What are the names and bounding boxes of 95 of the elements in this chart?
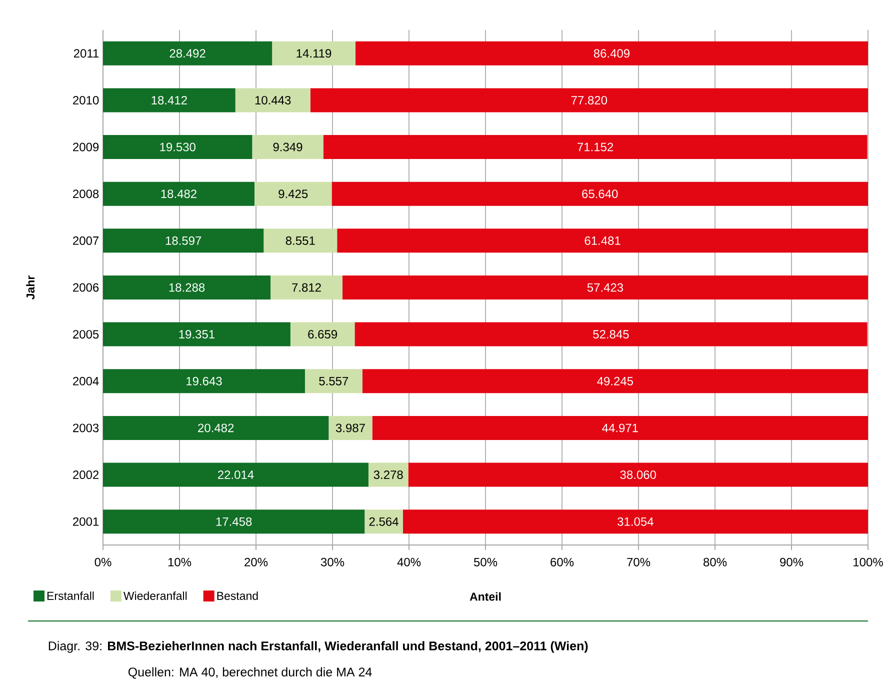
bar [252, 135, 324, 160]
bar [337, 228, 868, 253]
annotation: 18.597 [166, 236, 202, 245]
x-tick-label: 40% [397, 558, 421, 566]
annotation: 5.557 [319, 376, 348, 386]
y-tick-label: 2001 [73, 517, 99, 526]
bar [362, 369, 868, 394]
source-note: Quellen: MA 40, berechnet durch die MA 24 [128, 667, 372, 679]
annotation: 71.152 [578, 142, 614, 152]
x-tick-label: 100% [854, 558, 883, 566]
annotation: 2.564 [369, 517, 398, 526]
annotation: 18.482 [161, 190, 196, 198]
y-tick-label: 2009 [73, 142, 99, 152]
annotation: 31.054 [618, 517, 654, 526]
annotation: 38.060 [620, 470, 656, 480]
annotation: 86.409 [594, 49, 630, 58]
bar [103, 462, 368, 487]
x-tick-label: 60% [550, 558, 574, 566]
x-tick-label: 50% [474, 558, 498, 566]
bar [372, 416, 868, 440]
bar [254, 182, 332, 206]
x-tick-label: 70% [627, 558, 650, 566]
y-tick-label: 2008 [73, 190, 99, 198]
bar [103, 416, 329, 440]
annotation: 3.278 [374, 470, 403, 480]
annotation: 6.659 [308, 330, 338, 339]
annotation: 57.423 [587, 283, 624, 292]
annotation: 52.845 [593, 330, 629, 339]
annotation: 3.987 [336, 424, 365, 432]
bar [103, 369, 305, 394]
annotation: 61.481 [584, 236, 620, 245]
y-tick-label: 2005 [73, 330, 99, 339]
bar [323, 135, 868, 160]
bar [408, 462, 868, 487]
annotation: 28.492 [170, 49, 206, 58]
bar [103, 41, 272, 66]
annotation: 18.288 [169, 283, 205, 292]
bar [332, 182, 868, 206]
annotation: 77.820 [571, 96, 608, 104]
annotation: 19.351 [179, 330, 214, 339]
text: Diagr. 39: BMS-BezieherInnen nach Erstanfall, Wiederanfall und Bestand, 2001–2011 (Wien) [48, 641, 588, 653]
bar [272, 41, 356, 66]
x-tick-label: 10% [168, 558, 192, 566]
bar [290, 322, 355, 346]
annotation: 10.443 [255, 96, 291, 104]
y-tick-label: 2011 [74, 49, 99, 58]
annotation: 44.971 [602, 424, 638, 432]
bar [103, 510, 365, 534]
bar [310, 88, 868, 112]
bar [364, 510, 403, 534]
annotation: 18.412 [152, 96, 187, 104]
annotation: 49.245 [597, 376, 634, 386]
legend-label: Bestand [217, 592, 258, 600]
y-tick-label: 2006 [73, 283, 99, 292]
y-tick-label: 2002 [73, 470, 99, 480]
bar [354, 322, 868, 346]
x-tick-label: 30% [320, 558, 344, 566]
bar [328, 416, 372, 440]
legend-label: Wiederanfall [123, 592, 187, 600]
bar [270, 275, 342, 300]
annotation: 20.482 [198, 424, 234, 432]
annotation: 17.458 [216, 517, 252, 526]
annotation: 65.640 [582, 190, 618, 198]
x-tick-label: 0% [94, 558, 112, 566]
x-tick-label: 80% [704, 558, 727, 566]
y-tick-label: 2003 [73, 424, 99, 432]
bar [103, 88, 236, 112]
bar [103, 322, 290, 346]
y-tick-label: 2007 [73, 236, 99, 245]
bar [368, 462, 408, 487]
x-tick-label: 20% [244, 558, 268, 566]
y-tick-label: 2004 [73, 376, 99, 386]
annotation: 19.643 [186, 376, 222, 386]
annotation: 19.530 [160, 142, 196, 152]
bar [103, 182, 254, 206]
annotation: 9.349 [273, 142, 302, 152]
annotation: 8.551 [286, 236, 315, 245]
bar [103, 228, 264, 253]
bar [103, 275, 271, 300]
annotation: 9.425 [278, 190, 308, 198]
x-axis-title: Anteil [470, 592, 501, 601]
y-axis-title: Jahr [26, 276, 35, 300]
bar [235, 88, 310, 112]
x-tick-label: 90% [780, 558, 804, 566]
annotation: 7.812 [292, 283, 321, 292]
bar [304, 369, 362, 394]
annotation: 22.014 [218, 470, 254, 480]
y-tick-label: 2010 [73, 96, 99, 104]
bar [264, 228, 338, 253]
legend-label: Erstanfall [47, 592, 94, 600]
bar [355, 41, 868, 66]
annotation: 14.119 [296, 49, 332, 58]
bar [342, 275, 868, 300]
bar [103, 135, 252, 160]
bar [402, 510, 868, 534]
